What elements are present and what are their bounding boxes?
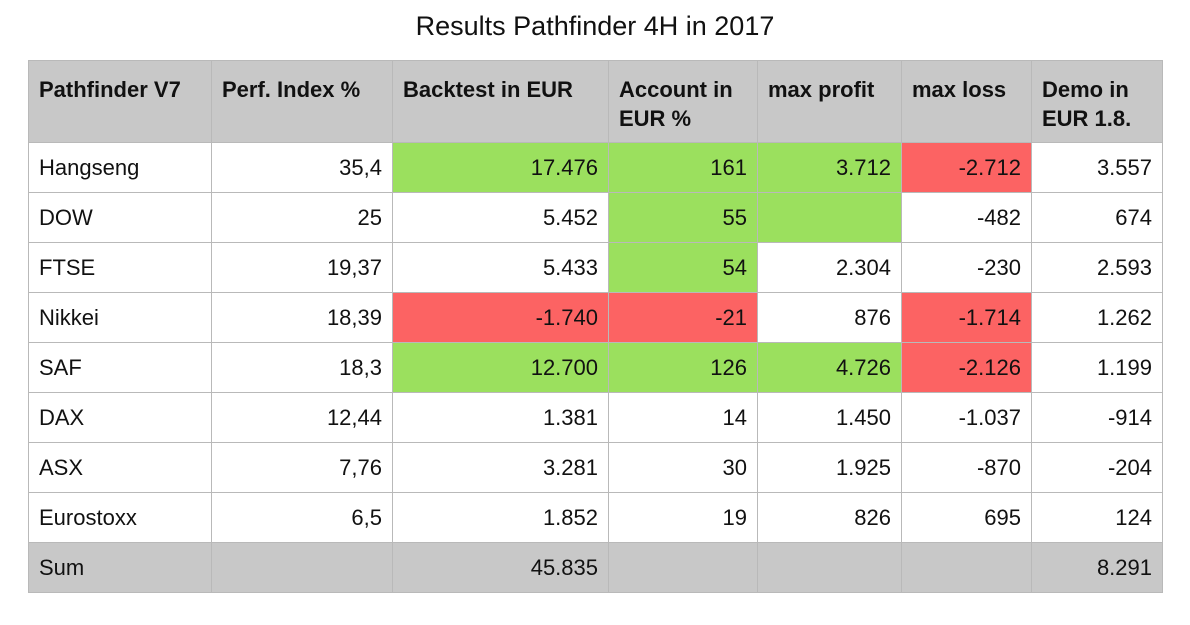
row-name: Eurostoxx — [28, 492, 212, 543]
cell-perf-index: 12,44 — [211, 392, 393, 443]
row-name: FTSE — [28, 242, 212, 293]
cell-max-profit: 3.712 — [757, 142, 902, 193]
cell-account: -21 — [608, 292, 758, 343]
cell-max-profit: 4.726 — [757, 342, 902, 393]
cell-max-loss: -2.126 — [901, 342, 1032, 393]
results-table: Pathfinder V7 Perf. Index % Backtest in … — [28, 60, 1163, 593]
cell-account: 19 — [608, 492, 758, 543]
cell-account: 161 — [608, 142, 758, 193]
row-name: DOW — [28, 192, 212, 243]
cell-backtest: 5.433 — [392, 242, 609, 293]
cell-backtest: 12.700 — [392, 342, 609, 393]
cell-max-profit: 1.450 — [757, 392, 902, 443]
cell-account: 55 — [608, 192, 758, 243]
table-row: SAF 18,3 12.700 126 4.726 -2.126 1.199 — [28, 342, 1163, 393]
row-name: Nikkei — [28, 292, 212, 343]
sum-perf-index — [211, 542, 393, 593]
cell-max-loss: -482 — [901, 192, 1032, 243]
cell-account: 54 — [608, 242, 758, 293]
sum-account — [608, 542, 758, 593]
row-name: Hangseng — [28, 142, 212, 193]
cell-max-profit — [757, 192, 902, 243]
header-account: Account in EUR % — [608, 60, 758, 143]
cell-demo: -914 — [1031, 392, 1163, 443]
cell-perf-index: 18,3 — [211, 342, 393, 393]
row-name: ASX — [28, 442, 212, 493]
sum-max-loss — [901, 542, 1032, 593]
cell-max-profit: 1.925 — [757, 442, 902, 493]
row-name: SAF — [28, 342, 212, 393]
cell-account: 14 — [608, 392, 758, 443]
table-row: Eurostoxx 6,5 1.852 19 826 695 124 — [28, 492, 1163, 543]
table-row: Hangseng 35,4 17.476 161 3.712 -2.712 3.… — [28, 142, 1163, 193]
cell-demo: 1.262 — [1031, 292, 1163, 343]
cell-backtest: 1.381 — [392, 392, 609, 443]
sum-max-profit — [757, 542, 902, 593]
cell-max-loss: -230 — [901, 242, 1032, 293]
cell-backtest: 1.852 — [392, 492, 609, 543]
cell-demo: 3.557 — [1031, 142, 1163, 193]
cell-max-loss: -1.037 — [901, 392, 1032, 443]
cell-perf-index: 19,37 — [211, 242, 393, 293]
cell-account: 126 — [608, 342, 758, 393]
cell-perf-index: 18,39 — [211, 292, 393, 343]
cell-max-profit: 876 — [757, 292, 902, 343]
table-row: DOW 25 5.452 55 -482 674 — [28, 192, 1163, 243]
header-row: Pathfinder V7 Perf. Index % Backtest in … — [28, 60, 1163, 143]
sum-label: Sum — [28, 542, 212, 593]
row-name: DAX — [28, 392, 212, 443]
cell-backtest: 3.281 — [392, 442, 609, 493]
cell-max-loss: -1.714 — [901, 292, 1032, 343]
header-max-loss: max loss — [901, 60, 1032, 143]
header-max-profit: max profit — [757, 60, 902, 143]
cell-demo: 124 — [1031, 492, 1163, 543]
header-demo: Demo in EUR 1.8. — [1031, 60, 1163, 143]
cell-perf-index: 25 — [211, 192, 393, 243]
cell-max-loss: 695 — [901, 492, 1032, 543]
cell-max-loss: -2.712 — [901, 142, 1032, 193]
cell-perf-index: 6,5 — [211, 492, 393, 543]
table-title: Results Pathfinder 4H in 2017 — [415, 11, 775, 41]
cell-max-profit: 2.304 — [757, 242, 902, 293]
header-perf-index: Perf. Index % — [211, 60, 393, 143]
cell-perf-index: 7,76 — [211, 442, 393, 493]
cell-max-profit: 826 — [757, 492, 902, 543]
cell-backtest: 17.476 — [392, 142, 609, 193]
cell-demo: -204 — [1031, 442, 1163, 493]
table-row: Nikkei 18,39 -1.740 -21 876 -1.714 1.262 — [28, 292, 1163, 343]
cell-demo: 1.199 — [1031, 342, 1163, 393]
cell-backtest: 5.452 — [392, 192, 609, 243]
header-backtest: Backtest in EUR — [392, 60, 609, 143]
sum-backtest: 45.835 — [392, 542, 609, 593]
sum-demo: 8.291 — [1031, 542, 1163, 593]
table-row: FTSE 19,37 5.433 54 2.304 -230 2.593 — [28, 242, 1163, 293]
cell-backtest: -1.740 — [392, 292, 609, 343]
table-row: DAX 12,44 1.381 14 1.450 -1.037 -914 — [28, 392, 1163, 443]
cell-demo: 674 — [1031, 192, 1163, 243]
cell-demo: 2.593 — [1031, 242, 1163, 293]
header-pathfinder: Pathfinder V7 — [28, 60, 212, 143]
cell-max-loss: -870 — [901, 442, 1032, 493]
sum-row: Sum 45.835 8.291 — [28, 542, 1163, 593]
cell-perf-index: 35,4 — [211, 142, 393, 193]
cell-account: 30 — [608, 442, 758, 493]
table-row: ASX 7,76 3.281 30 1.925 -870 -204 — [28, 442, 1163, 493]
